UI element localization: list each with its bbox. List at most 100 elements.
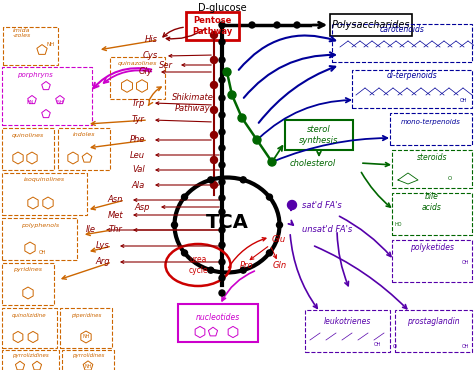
Text: Asn: Asn (108, 195, 123, 205)
Circle shape (219, 112, 225, 118)
Bar (178, 304, 258, 342)
Text: OH: OH (462, 343, 470, 349)
Circle shape (266, 194, 273, 200)
Text: quinolines: quinolines (12, 132, 44, 138)
Text: OH: OH (374, 342, 382, 346)
Text: Pentose
Pathway: Pentose Pathway (192, 16, 232, 36)
Circle shape (253, 136, 261, 144)
Circle shape (219, 145, 225, 151)
Text: Asp: Asp (135, 202, 150, 212)
Circle shape (219, 77, 225, 83)
Circle shape (210, 107, 218, 114)
Text: OH: OH (39, 249, 47, 255)
Text: urea
cycle: urea cycle (188, 255, 208, 275)
Text: pyrrolidines: pyrrolidines (72, 353, 104, 357)
Circle shape (238, 114, 246, 122)
Circle shape (219, 209, 225, 215)
Circle shape (219, 259, 225, 265)
Text: Tyr: Tyr (132, 115, 145, 124)
Circle shape (219, 39, 225, 45)
Circle shape (219, 179, 225, 185)
Text: Shikimate
Pathway: Shikimate Pathway (172, 93, 214, 113)
Circle shape (268, 158, 276, 166)
Text: D-glucose: D-glucose (198, 3, 246, 13)
Text: isoquinolines: isoquinolines (23, 178, 64, 182)
Text: sterol
synthesis: sterol synthesis (299, 125, 339, 145)
Circle shape (210, 157, 218, 164)
Circle shape (210, 57, 218, 64)
Text: O: O (393, 343, 397, 349)
Circle shape (223, 68, 231, 76)
Text: steroids: steroids (417, 154, 447, 162)
Text: HN: HN (26, 100, 34, 104)
Text: HO: HO (394, 222, 402, 228)
Circle shape (219, 290, 225, 296)
Circle shape (182, 194, 188, 200)
Circle shape (210, 81, 218, 88)
Text: sat'd FA's: sat'd FA's (302, 201, 342, 209)
Text: nucleotides: nucleotides (196, 313, 240, 322)
Circle shape (210, 31, 218, 38)
Bar (2, 128, 54, 170)
Text: Glu: Glu (272, 235, 286, 245)
Text: Gln: Gln (273, 260, 287, 269)
Bar (2, 218, 77, 260)
Text: carotenoids: carotenoids (380, 26, 424, 34)
Text: Gly: Gly (139, 67, 153, 77)
Text: Polysaccharides: Polysaccharides (332, 20, 410, 30)
Bar (305, 310, 390, 352)
Bar (352, 70, 472, 108)
Text: polyphenols: polyphenols (21, 222, 59, 228)
Text: quinolizidine: quinolizidine (12, 313, 46, 317)
Text: Val: Val (132, 165, 145, 175)
Text: pyrrolizidines: pyrrolizidines (12, 353, 48, 357)
Bar (2, 308, 57, 348)
Circle shape (219, 275, 225, 281)
Circle shape (276, 222, 283, 228)
Bar (2, 173, 87, 215)
Text: Ile: Ile (86, 225, 96, 235)
Text: piperidines: piperidines (71, 313, 101, 317)
Circle shape (182, 250, 188, 256)
Text: mono-terpenoids: mono-terpenoids (401, 119, 461, 125)
Circle shape (208, 267, 214, 273)
Text: Pro: Pro (240, 260, 254, 269)
Text: imida
-zoles: imida -zoles (13, 28, 31, 38)
Bar (2, 350, 59, 370)
Circle shape (219, 242, 225, 248)
Text: di-terpenoids: di-terpenoids (387, 71, 438, 81)
Circle shape (240, 177, 246, 183)
Text: leukotrienes: leukotrienes (323, 317, 371, 326)
Text: Cys: Cys (143, 51, 158, 61)
Circle shape (210, 131, 218, 138)
Text: Ser: Ser (159, 61, 173, 70)
Text: Arg: Arg (95, 258, 110, 266)
Text: NH: NH (82, 334, 90, 340)
Text: prostaglandin: prostaglandin (407, 317, 459, 326)
Text: NH: NH (47, 43, 55, 47)
Text: Phe: Phe (129, 135, 145, 145)
Circle shape (288, 201, 297, 209)
Circle shape (266, 250, 273, 256)
Text: NH: NH (56, 100, 64, 104)
Bar (395, 310, 472, 352)
Circle shape (219, 195, 225, 201)
Circle shape (219, 95, 225, 101)
Circle shape (274, 22, 280, 28)
Text: Thr: Thr (109, 225, 123, 235)
Text: Leu: Leu (130, 151, 145, 159)
Circle shape (249, 22, 255, 28)
Bar (332, 24, 472, 62)
Bar (285, 120, 353, 150)
Circle shape (208, 177, 214, 183)
Bar (58, 128, 110, 170)
Bar (3, 27, 58, 65)
Circle shape (219, 57, 225, 63)
Bar (330, 14, 412, 36)
Text: cholesterol: cholesterol (290, 158, 336, 168)
Text: O: O (448, 175, 452, 181)
Circle shape (228, 91, 236, 99)
Circle shape (219, 227, 225, 233)
Bar (390, 113, 472, 145)
Text: TCA: TCA (206, 212, 248, 232)
